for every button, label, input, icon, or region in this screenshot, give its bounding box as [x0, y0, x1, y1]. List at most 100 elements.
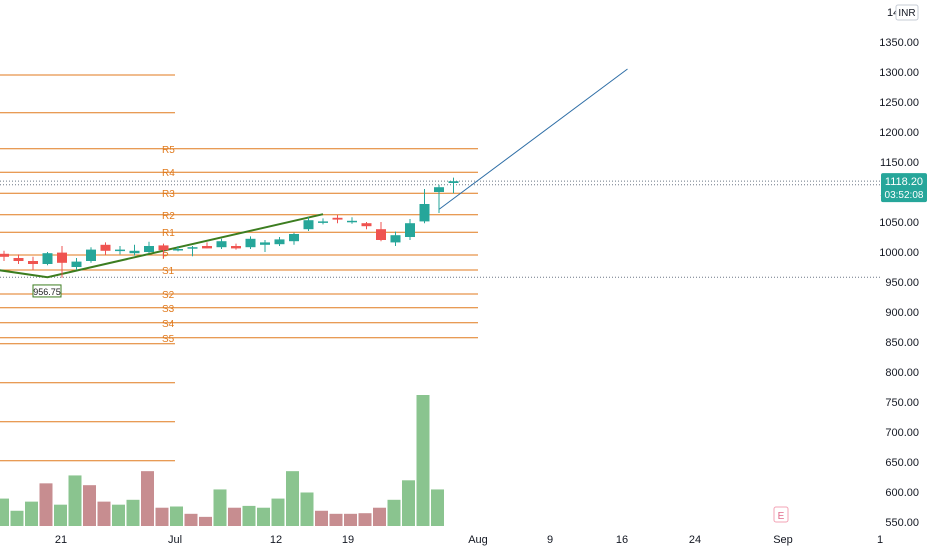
candle-body	[405, 223, 415, 237]
price-axis[interactable]: 1350.001300.001250.001200.001150.001100.…	[879, 4, 919, 529]
time-tick-label: 24	[689, 534, 701, 546]
volume-bar	[242, 505, 256, 526]
volume-bar	[68, 475, 82, 526]
volume-bar	[228, 507, 241, 526]
volume-bar	[155, 507, 169, 526]
candle-body	[347, 220, 357, 223]
candle-body	[260, 242, 270, 245]
volume-bar	[402, 480, 415, 526]
candle-body	[231, 246, 241, 249]
trendline	[0, 213, 324, 279]
last-price-box	[881, 173, 927, 203]
pivot-label: R5	[162, 145, 175, 156]
pivot-label: S5	[162, 334, 175, 345]
time-tick-label: Sep	[773, 534, 793, 546]
annotation-label: 956.75	[33, 287, 61, 297]
currency-box	[895, 4, 919, 21]
candle-body	[274, 239, 285, 245]
candle-body	[144, 246, 154, 252]
volume-bar	[0, 498, 9, 526]
time-tick-label: 9	[547, 534, 553, 546]
candle-body	[100, 244, 111, 251]
volume-bar	[199, 516, 212, 526]
event-badge[interactable]: E	[773, 506, 789, 523]
volume-bar	[344, 513, 357, 526]
price-tick-label: 950.00	[885, 277, 919, 289]
candle-body	[187, 247, 198, 249]
volume-bar	[83, 485, 96, 526]
last-price-countdown: 03:52:08	[885, 190, 924, 201]
candle-body	[318, 221, 328, 223]
pivot-label: S4	[162, 319, 175, 330]
volume-bar	[54, 504, 67, 526]
pivot-label: R3	[162, 189, 175, 200]
volume-bar	[300, 492, 314, 526]
candle-body	[390, 235, 401, 243]
volume-bar	[416, 395, 430, 526]
volume-bar	[39, 483, 53, 526]
volume-bar	[387, 499, 401, 526]
candle-body	[129, 250, 140, 254]
price-tick-label: 1250.00	[879, 97, 919, 109]
volume-bar	[141, 471, 154, 526]
price-tick-label: 1150.00	[880, 157, 919, 169]
candle-body	[57, 252, 67, 263]
candle-body	[158, 245, 169, 251]
volume-bar	[112, 504, 125, 526]
candle-body	[0, 253, 9, 257]
time-tick-label: 12	[270, 534, 282, 546]
volume-bar	[257, 507, 270, 526]
price-tick-label: 600.00	[885, 487, 919, 499]
volume-bar	[271, 498, 285, 526]
price-tick-label: 700.00	[885, 427, 919, 439]
time-axis[interactable]: 21 Jul 12 19 Aug 9 16 24 Sep 1	[55, 534, 883, 546]
candle-body	[216, 241, 227, 248]
volume-bar	[213, 489, 227, 526]
price-tick-label: 900.00	[885, 307, 919, 319]
price-tick-label: 850.00	[885, 337, 919, 349]
price-tick-label: 1200.00	[879, 127, 919, 139]
time-tick-label: 21	[55, 534, 67, 546]
candle-body	[419, 204, 430, 222]
currency-label: INR	[898, 8, 915, 19]
candle-body	[42, 253, 53, 264]
price-tick-label: 750.00	[885, 397, 919, 409]
last-price-label: 1118.20 03:52:08	[881, 173, 927, 203]
event-badge-label: E	[778, 511, 785, 522]
time-tick-label: 19	[342, 534, 354, 546]
volume-bar	[25, 501, 38, 526]
candle-body	[332, 217, 343, 220]
price-tick-label: 800.00	[885, 367, 919, 379]
candle-body	[13, 258, 24, 261]
candle-body	[448, 181, 459, 183]
trendlines[interactable]	[0, 68, 628, 279]
volume-bar	[10, 510, 24, 526]
annotation-box	[32, 284, 62, 298]
price-annotation: 956.75	[32, 284, 62, 298]
candle-body	[361, 223, 372, 227]
candle-body	[115, 249, 125, 252]
time-tick-label: Aug	[468, 534, 488, 546]
last-price-value: 1118.20	[885, 176, 923, 188]
dotted-price-lines	[0, 180, 880, 278]
pivot-label: R4	[162, 168, 175, 179]
pivot-label: R1	[162, 228, 175, 239]
candle-body	[86, 249, 96, 261]
candle-body	[28, 261, 38, 264]
volume-bar	[373, 507, 386, 526]
candles	[0, 177, 459, 278]
price-tick-label: 650.00	[885, 457, 919, 469]
time-tick-label: 16	[616, 534, 628, 546]
price-tick-label: 1050.00	[879, 217, 919, 229]
trendline	[438, 68, 628, 210]
candle-body	[434, 187, 444, 192]
volume-bar	[315, 510, 328, 526]
volume-bar	[329, 513, 343, 526]
candle-body	[245, 238, 256, 248]
volume-bar	[358, 513, 372, 526]
volume-bar	[170, 506, 183, 526]
time-tick-label: 1	[877, 534, 883, 546]
candle-body	[202, 246, 212, 249]
pivot-label: R2	[162, 211, 175, 222]
